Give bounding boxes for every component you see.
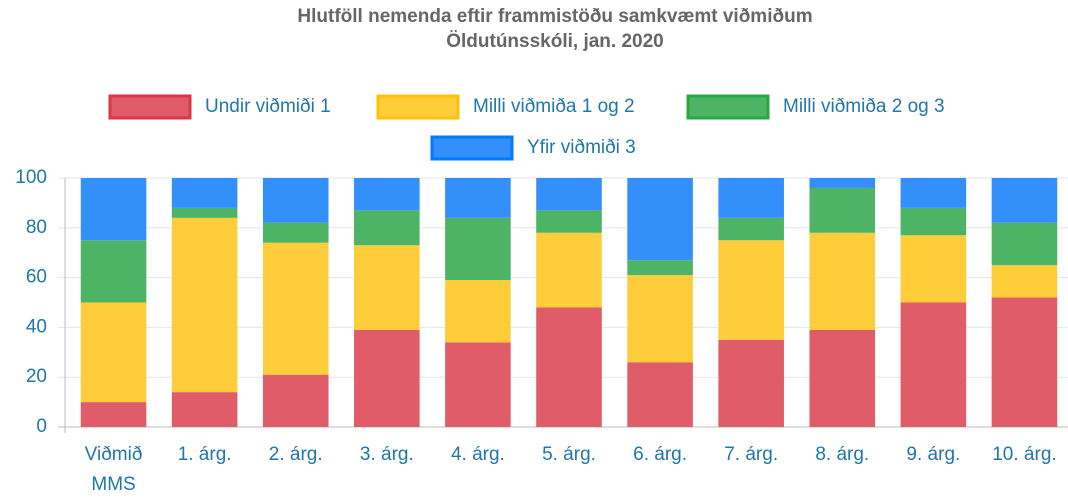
x-tick-label: 9. árg. — [906, 444, 960, 465]
bar-segment — [262, 242, 329, 375]
x-tick-label: Viðmið — [85, 444, 143, 465]
x-tick-label: MMS — [91, 474, 135, 495]
x-tick-label: 3. árg. — [360, 444, 414, 465]
y-tick-label: 0 — [36, 416, 47, 437]
x-tick-label: 4. árg. — [451, 444, 505, 465]
x-tick-label: 10. árg. — [992, 444, 1056, 465]
bar-segment — [900, 302, 967, 427]
bar-segment — [627, 275, 693, 363]
y-tick-label: 100 — [15, 167, 47, 188]
y-tick-label: 40 — [26, 316, 47, 337]
bar-segment — [354, 329, 420, 427]
bar-segment — [900, 178, 967, 208]
bar-segment — [354, 245, 420, 330]
bar-segment — [900, 207, 967, 236]
bar-segment — [354, 178, 420, 211]
bar-segment — [262, 222, 329, 243]
bar-segment — [354, 210, 420, 246]
bar-segment — [536, 307, 602, 427]
bar-segment — [171, 392, 238, 427]
x-tick-label: 8. árg. — [815, 444, 869, 465]
bar-segment — [80, 402, 147, 427]
x-tick-label: 1. árg. — [178, 444, 232, 465]
bar-segment — [80, 302, 147, 403]
bar-segment — [627, 178, 693, 261]
bar-segment — [445, 342, 511, 427]
legend-label: Milli viðmiða 1 og 2 — [473, 96, 635, 117]
y-tick-label: 60 — [26, 267, 47, 288]
y-tick-label: 80 — [26, 217, 47, 238]
x-tick-label: 2. árg. — [269, 444, 323, 465]
bar-segment — [80, 240, 147, 303]
bar-segment — [809, 178, 876, 188]
y-tick-label: 20 — [26, 366, 47, 387]
x-tick-label: 5. árg. — [542, 444, 596, 465]
bar-segment — [445, 178, 511, 218]
legend-label: Yfir viðmiði 3 — [527, 137, 636, 158]
bar-segment — [718, 240, 784, 340]
bar-segment — [991, 297, 1058, 427]
bar-segment — [627, 260, 693, 276]
bar-segment — [991, 265, 1058, 298]
bar-segment — [262, 374, 329, 427]
bar-segment — [718, 178, 784, 218]
legend-label: Milli viðmiða 2 og 3 — [783, 96, 945, 117]
chart-title: Hlutföll nemenda eftir frammistöðu samkv… — [297, 6, 812, 27]
bar-segment — [445, 280, 511, 343]
chart-subtitle: Öldutúnsskóli, jan. 2020 — [446, 31, 664, 52]
legend-swatch — [686, 94, 770, 120]
bar-segment — [718, 339, 784, 427]
bar-segment — [809, 187, 876, 233]
bar-segment — [536, 210, 602, 233]
bar-segment — [262, 178, 329, 223]
x-tick-label: 7. árg. — [724, 444, 778, 465]
bar-segment — [991, 178, 1058, 223]
bar-segment — [627, 362, 693, 427]
legend-swatch — [108, 94, 192, 120]
bar-segment — [809, 232, 876, 330]
bar-segment — [718, 217, 784, 241]
bar-segment — [991, 222, 1058, 266]
bar-segment — [536, 178, 602, 211]
bar-segment — [80, 178, 147, 241]
bar-segment — [809, 329, 876, 427]
legend-swatch — [430, 135, 514, 161]
bar-segment — [445, 217, 511, 281]
bar-segment — [171, 207, 238, 218]
x-tick-label: 6. árg. — [633, 444, 687, 465]
legend-label: Undir viðmiði 1 — [205, 96, 331, 117]
legend-swatch — [376, 94, 460, 120]
bar-segment — [171, 217, 238, 393]
bar-segment — [171, 178, 238, 208]
bar-segment — [900, 235, 967, 303]
bar-segment — [536, 232, 602, 308]
